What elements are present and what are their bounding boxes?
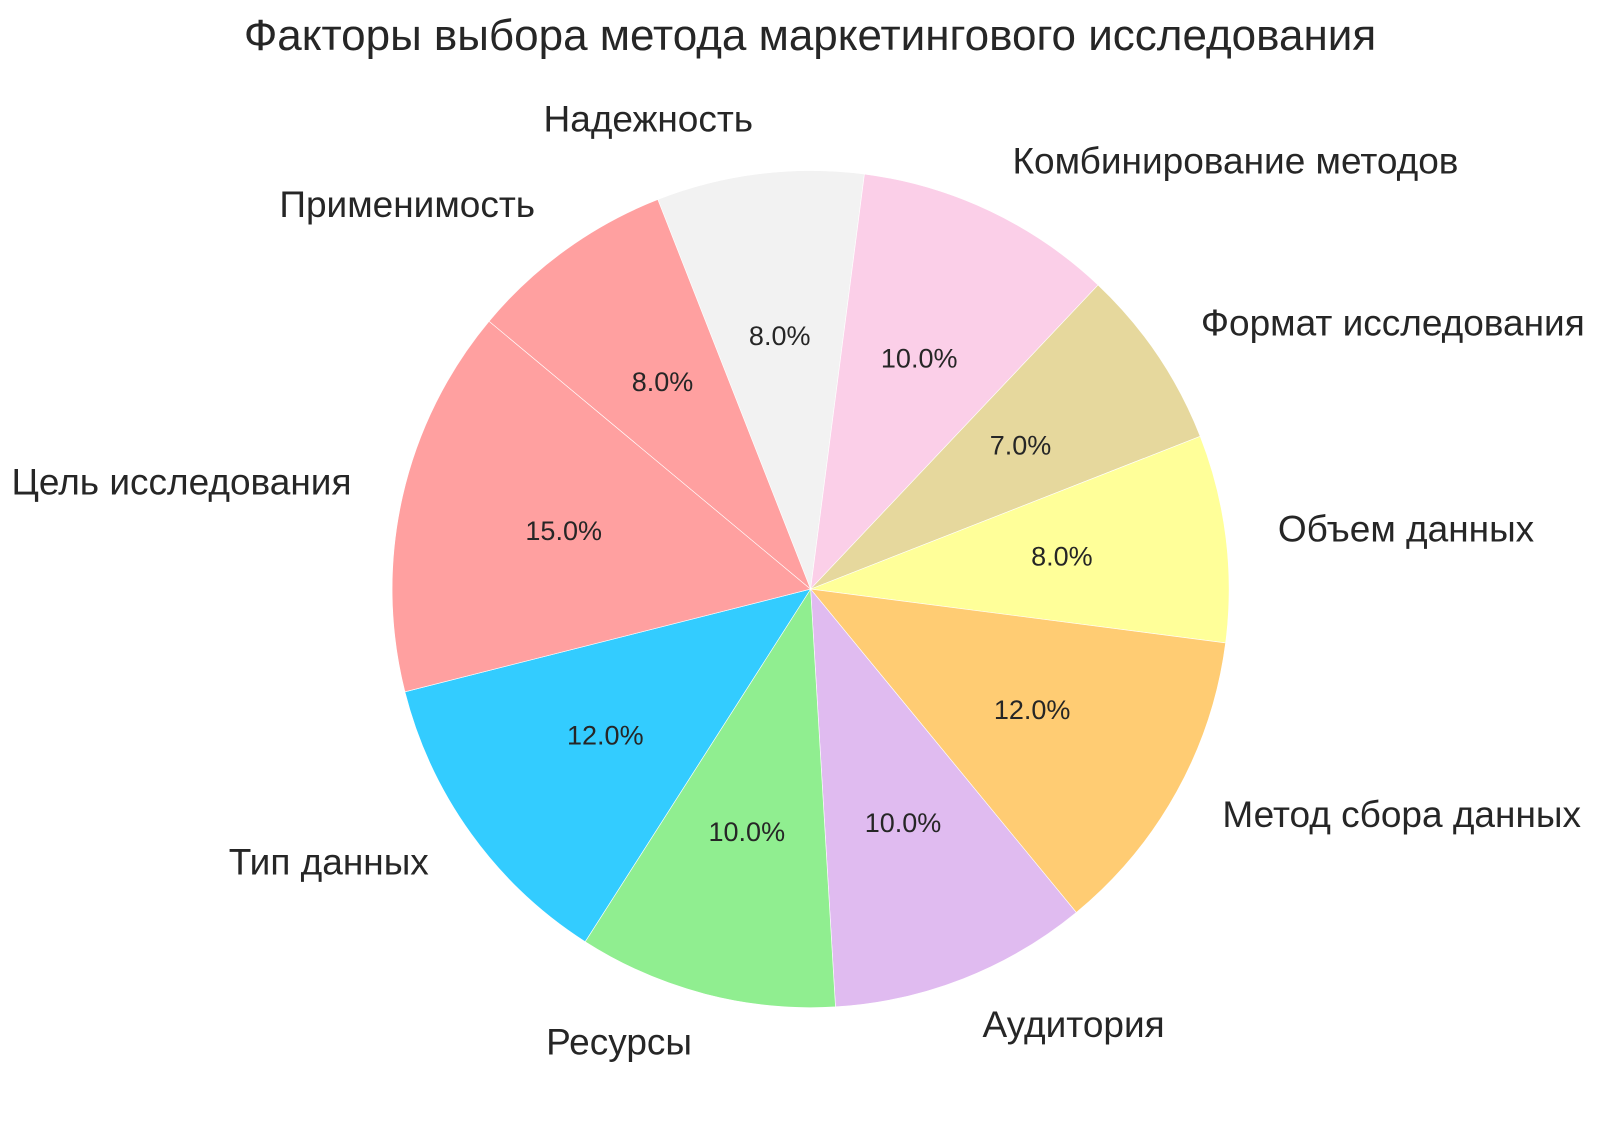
svg-text:12.0%: 12.0% [567, 720, 644, 750]
svg-text:Ресурсы: Ресурсы [546, 1021, 692, 1062]
svg-text:Метод сбора данных: Метод сбора данных [1222, 794, 1581, 835]
svg-text:10.0%: 10.0% [865, 808, 942, 838]
svg-text:15.0%: 15.0% [525, 516, 602, 546]
svg-text:8.0%: 8.0% [749, 321, 811, 351]
svg-text:Формат исследования: Формат исследования [1201, 303, 1585, 344]
svg-text:12.0%: 12.0% [994, 695, 1071, 725]
svg-text:Аудитория: Аудитория [983, 1004, 1165, 1045]
svg-text:Тип данных: Тип данных [229, 841, 430, 882]
svg-text:Надежность: Надежность [544, 99, 754, 140]
svg-text:Применимость: Применимость [279, 184, 535, 225]
svg-text:8.0%: 8.0% [1031, 541, 1093, 571]
svg-text:Комбинирование методов: Комбинирование методов [1013, 141, 1459, 182]
svg-text:7.0%: 7.0% [990, 431, 1052, 461]
svg-text:10.0%: 10.0% [709, 817, 786, 847]
svg-text:Цель исследования: Цель исследования [11, 462, 351, 503]
svg-text:8.0%: 8.0% [632, 367, 694, 397]
svg-text:Объем данных: Объем данных [1278, 508, 1535, 549]
svg-text:10.0%: 10.0% [881, 344, 958, 374]
